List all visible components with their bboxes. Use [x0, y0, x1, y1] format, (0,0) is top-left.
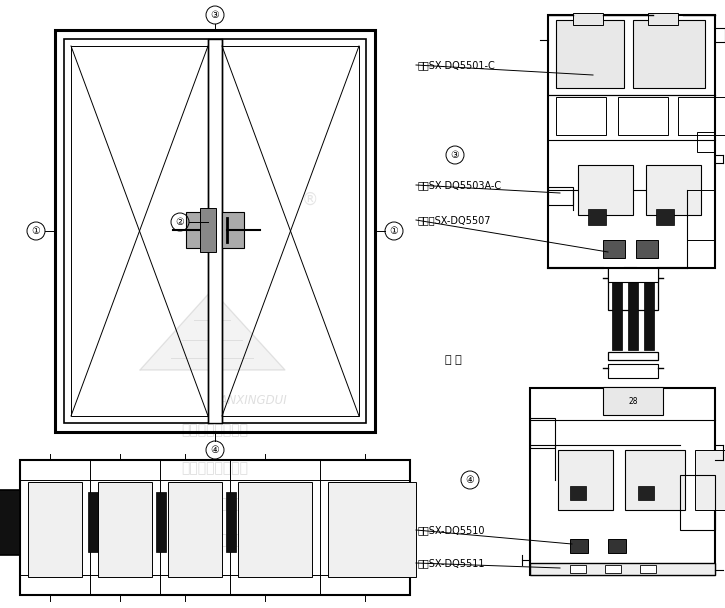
Polygon shape: [140, 290, 285, 370]
Bar: [608, 352, 658, 360]
Text: ®: ®: [302, 191, 318, 209]
Bar: [28, 482, 82, 577]
Text: ③: ③: [451, 150, 460, 160]
Bar: [0, 490, 20, 555]
Bar: [695, 450, 725, 510]
Bar: [612, 270, 622, 350]
Bar: [570, 486, 586, 500]
Text: 四川三星堆获得企业: 四川三星堆获得企业: [178, 533, 253, 547]
Bar: [687, 190, 715, 240]
Bar: [222, 212, 244, 248]
Bar: [156, 492, 166, 552]
Text: ①: ①: [389, 226, 398, 236]
Bar: [530, 418, 555, 448]
Text: 扇压条SX-DQ5507: 扇压条SX-DQ5507: [418, 215, 492, 225]
Bar: [20, 460, 410, 595]
Bar: [168, 482, 222, 577]
Bar: [88, 492, 98, 552]
Bar: [608, 364, 658, 378]
Bar: [588, 209, 606, 225]
Bar: [608, 268, 658, 282]
Bar: [570, 565, 586, 573]
Bar: [680, 475, 715, 530]
Bar: [558, 450, 613, 510]
Bar: [64, 39, 366, 423]
Bar: [238, 482, 312, 577]
Text: 封条SX-DQ5510: 封条SX-DQ5510: [418, 525, 486, 535]
Bar: [530, 563, 715, 575]
Text: 国家标准起草单位: 国家标准起草单位: [181, 423, 249, 437]
Bar: [548, 187, 573, 205]
Text: ③: ③: [211, 10, 220, 20]
Text: 门框SX-DQ5501-C: 门框SX-DQ5501-C: [418, 60, 496, 70]
Bar: [608, 268, 658, 310]
Bar: [628, 270, 638, 350]
Bar: [570, 539, 588, 553]
Text: ②: ②: [175, 217, 184, 227]
Text: 28: 28: [629, 398, 638, 407]
Bar: [200, 208, 216, 252]
Text: ①: ①: [32, 226, 41, 236]
Bar: [603, 240, 625, 258]
Text: 中国工业铝材十强: 中国工业铝材十强: [181, 461, 249, 475]
Bar: [55, 30, 375, 432]
Bar: [625, 450, 685, 510]
Text: 中国建筑铝材二十强: 中国建筑铝材二十强: [178, 497, 253, 511]
Text: 门扇SX-DQ5503A-C: 门扇SX-DQ5503A-C: [418, 180, 502, 190]
Bar: [226, 492, 236, 552]
Bar: [636, 240, 658, 258]
Bar: [548, 15, 715, 268]
Bar: [638, 486, 654, 500]
Bar: [605, 565, 621, 573]
Text: ④: ④: [465, 475, 474, 485]
Bar: [328, 482, 416, 577]
Bar: [530, 388, 715, 575]
Bar: [640, 565, 656, 573]
Text: 门框SX-DQ5511: 门框SX-DQ5511: [418, 558, 486, 568]
Bar: [71, 46, 359, 416]
Text: ④: ④: [211, 445, 220, 455]
Bar: [573, 13, 603, 25]
Text: 室 内: 室 内: [445, 355, 462, 365]
Bar: [578, 165, 633, 215]
Bar: [556, 20, 624, 88]
Bar: [186, 212, 208, 248]
Bar: [678, 97, 725, 135]
Bar: [656, 209, 674, 225]
Bar: [644, 270, 654, 350]
Bar: [98, 482, 152, 577]
Bar: [633, 20, 705, 88]
Bar: [556, 97, 606, 135]
Bar: [608, 539, 626, 553]
Bar: [618, 97, 668, 135]
Text: SANXINGDUI: SANXINGDUI: [212, 393, 287, 407]
Bar: [646, 165, 701, 215]
Bar: [208, 39, 222, 423]
Bar: [648, 13, 678, 25]
Bar: [603, 387, 663, 415]
Bar: [697, 132, 715, 152]
